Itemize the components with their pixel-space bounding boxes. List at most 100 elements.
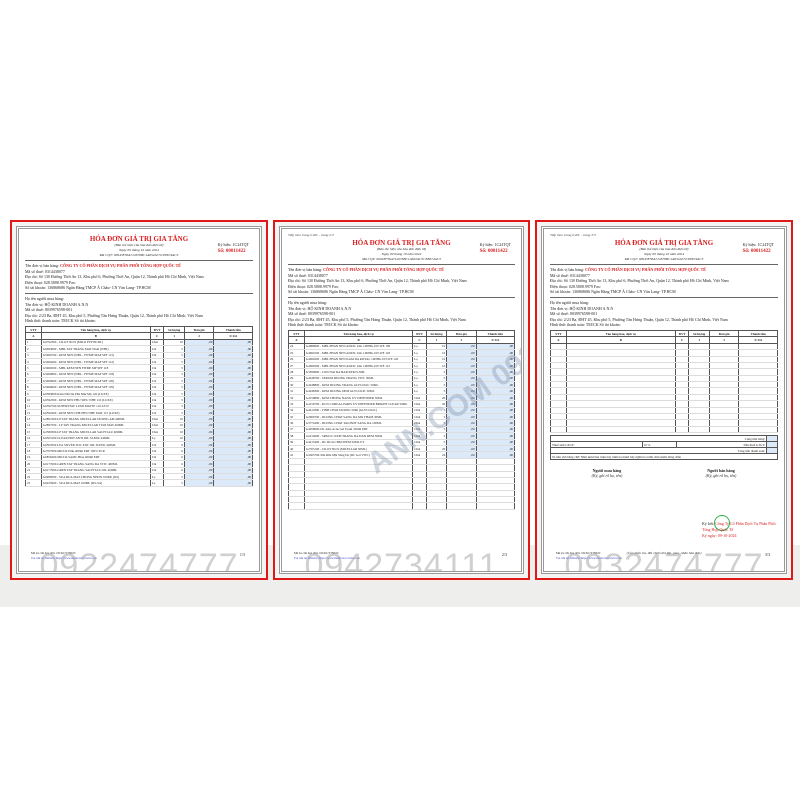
- page-number: 2/3: [501, 552, 507, 557]
- table-row: 6 G5966800 - KEM NEN (NBL - FITME MAP SPF…: [25, 371, 253, 379]
- cell: ,00: [475, 432, 516, 440]
- cell: 6: [163, 467, 185, 474]
- cell: 5: [425, 419, 448, 427]
- cell: ,00: [475, 426, 516, 434]
- cell: ,00: [213, 390, 253, 398]
- table-row: 22 G6998300 - SUA RUA MAT CHONG NHON 100M…: [25, 473, 253, 481]
- cell: 5: [425, 387, 448, 395]
- cell: G4411800 - TINH CHAT DUONG 50ml (GLYCOLI…: [303, 407, 414, 415]
- cell: ,00: [446, 356, 477, 363]
- cell: ,00: [213, 377, 253, 385]
- cell: G4248300 - KEM DUONG DEM GLYCOLIC 50ML: [303, 387, 414, 395]
- cell: G5966700 - KEM NEN (NBL - FITME MAP SPF …: [40, 352, 151, 359]
- cell: Lọ: [149, 479, 165, 487]
- cell: G2214000 - SRM LC KEM TRANG DA ĐAN DEM 5…: [303, 432, 414, 440]
- table-row: 8 G5966600 - KEM NEN (NBL - FITME MAP SPF…: [25, 383, 253, 391]
- cell: ,00: [446, 451, 477, 459]
- buyer-info: Họ tên người mua hàng: Tên đơn vị: HỘ KIN…: [25, 292, 253, 324]
- column-subheader: 3=1x2: [213, 332, 253, 340]
- invoice-footer: Mã tra cứu hóa đơn: 10CKCY7NUN Tra cứu tạ…: [31, 551, 97, 560]
- invoice-title: HÓA ĐƠN GIÁ TRỊ GIA TĂNG: [352, 239, 451, 247]
- cell: 10: [425, 343, 448, 351]
- cell: ,00: [446, 343, 477, 351]
- cell: ,00: [213, 447, 253, 455]
- column-subheader: B: [565, 336, 676, 344]
- cell: 5: [163, 479, 185, 487]
- cell: ,00: [475, 368, 516, 376]
- column-header: Thành tiền: [475, 329, 516, 338]
- empty-row: [550, 419, 778, 427]
- cell: ,00: [446, 394, 477, 402]
- cell: ,00: [475, 381, 516, 389]
- cell: 6: [163, 447, 185, 455]
- cell: ,00: [213, 371, 253, 379]
- cell: ,00: [213, 415, 253, 423]
- cell: G4689900 - MBL PHAN NEN ADZIC 24G 12ĐHG.…: [303, 343, 414, 351]
- invoice-mcqt: Mã CQT: 00943F36A712676BC1A652AC5CE8674A…: [362, 257, 441, 261]
- phone-watermark: 0932474777: [564, 547, 764, 574]
- cell: ,00: [475, 419, 516, 427]
- table-row: 15 G2580300-LP TAY TRANG MICELLAR SACH SA…: [25, 428, 253, 436]
- table-row: 39 G4215400 - DC RUA CHM SPEM 50ML ET Chai…: [288, 439, 516, 447]
- lookup-link[interactable]: Tra cứu tại Website: https://www.meinvoi…: [31, 556, 97, 560]
- cell: G4690200 - MBL PHAN NEN KAM DA ROYAL 12Đ…: [303, 356, 414, 363]
- cell: 10: [163, 422, 185, 430]
- cell: 10: [425, 356, 448, 363]
- seller-signature: Người bán hàng (Ký, ghi rõ họ, tên): [705, 468, 737, 479]
- column-header: Thành tiền: [213, 325, 253, 334]
- lookup-link[interactable]: Tra cứu tại Website: https://www.meinvoi…: [556, 556, 622, 560]
- column-header: Tên hàng hóa, dịch vụ: [565, 329, 676, 338]
- table-row: 27 G4690300 - MBL PHAN NEN ADZIC 24G 12ĐH…: [288, 362, 516, 370]
- column-subheader: 1: [425, 336, 448, 344]
- buyer-signature: Người mua hàng (Ký, ghi rõ họ, tên): [591, 468, 623, 479]
- table-row: 34 G4411800 - TINH CHAT DUONG 50ml (GLYCO…: [288, 407, 516, 415]
- invoice-subtitle: (Bản thể hiện của hóa đơn điện tử): [114, 243, 164, 247]
- table-row: 5 G5966500 - MBL KEM NEN FITME MP SPF 118…: [25, 364, 253, 372]
- cell: ,00: [446, 362, 477, 370]
- cell: 5: [425, 432, 448, 440]
- column-subheader: 2: [446, 336, 477, 344]
- lookup-link[interactable]: Tra cứu tại Website: https://www.meinvoi…: [294, 556, 360, 560]
- cell: 20: [425, 445, 448, 453]
- cell: ,00: [213, 345, 253, 353]
- items-table: STT Tên hàng hóa, dịch vụ ĐVT Số lượng Đơn g…: [550, 329, 778, 434]
- column-subheader: 1: [163, 332, 185, 340]
- invoice-serial: Ký hiệu: 1C24TQT Số: 00011422: [217, 242, 249, 254]
- cell: 20: [425, 394, 448, 402]
- cell: G6592700-SUPERSTAY LUMI MATTE 110 AS N: [40, 403, 151, 411]
- cell: ,00: [446, 349, 477, 357]
- cell: G4159800 - KEM CHONG NANG UV DEFENDER 50…: [303, 394, 414, 402]
- totals-table: Cộng tiền hàng: Thuế suất GTGT: 10 % Tiền …: [549, 435, 778, 461]
- cell: G4565700-Sữa Rửa Mặt Sáng Da (DC Gel VIT…: [303, 451, 414, 459]
- table-row: 16 G6563100 CLEAR HOT ANTI OIL SLEEK 440M…: [25, 435, 253, 443]
- column-subheader: 3=1x2: [475, 336, 516, 344]
- cell: 5: [163, 358, 185, 366]
- cell: G6693900 - MBL TAY TRANG MAT NGR (WHI): [40, 345, 151, 353]
- cell: G2966700 - DUONG CHAT SANG DA MO THAM 30…: [303, 413, 414, 421]
- table-row: 14 G2897500 - LP TAY TRANG MICELLAR TUOI …: [25, 422, 253, 430]
- table-row: 9 G6583800-Kem Nền Dạ Phủ Như Mộ 120 (LUX…: [25, 390, 253, 398]
- invoice-page-3: Tiếp theo trang trước - trang 3/3 HÓA ĐƠ…: [535, 220, 793, 580]
- empty-row: [550, 381, 778, 389]
- table-row: 35 G2966700 - DUONG CHAT SANG DA MO THAM …: [288, 413, 516, 421]
- invoice-serial: Ký hiệu: 1C24TQT Số: 00011422: [742, 242, 774, 254]
- invoice-subtitle: (Bản thể hiện của hóa đơn điện tử): [377, 247, 426, 251]
- cell: ,00: [213, 454, 253, 462]
- cell: G6177900-GREN TAY TRANG SACH SAU OIL 400…: [40, 467, 151, 474]
- table-row: 1 G6792300 - CR.OT NO 9 (MILO PVP BCDL) Ch…: [25, 339, 253, 347]
- empty-row: [550, 413, 778, 421]
- cell: 5: [425, 413, 448, 421]
- cell: G6792300 - CR.OT NO 9 (MILO PVP BCDL): [40, 339, 151, 347]
- cell: ,00: [213, 352, 253, 359]
- items-table: STT Tên hàng hóa, dịch vụ ĐVT Số lượng Đơn g…: [288, 329, 516, 510]
- table-row: 10 G6592300 - KEM NEN PHU SIEU NHE 110 (L…: [25, 396, 253, 404]
- cell: 10: [425, 362, 448, 370]
- column-subheader: 1: [688, 336, 710, 344]
- table-row: 38 G2214000 - SRM LC KEM TRANG DA ĐAN DEM…: [288, 432, 516, 440]
- buyer-info: Họ tên người mua hàng: Tên đơn vị: HỘ KIN…: [550, 296, 778, 328]
- cell: 6: [163, 441, 185, 449]
- cell: G5966500 - MBL KEM NEN FITME MP SPF 118: [40, 364, 151, 372]
- invoice-date: Ngày 09 tháng 10 năm 2024: [381, 252, 422, 256]
- cell: G4215400 - DC RUA CHM SPEM 50ML ET: [303, 439, 414, 447]
- empty-row: [550, 349, 778, 357]
